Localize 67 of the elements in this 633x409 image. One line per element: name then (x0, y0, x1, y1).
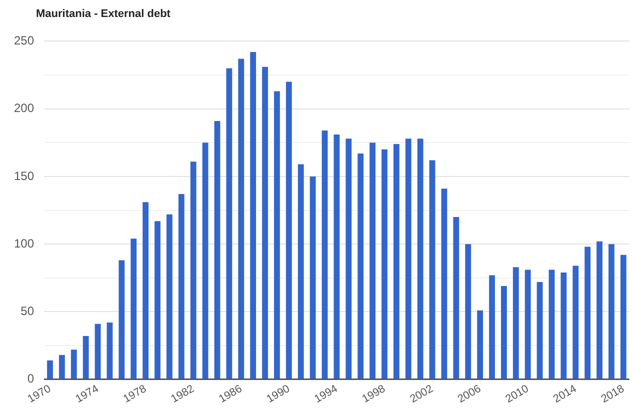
bar (334, 134, 340, 379)
bar (58, 354, 65, 379)
x-tick-label: 1974 (74, 382, 101, 406)
bar (298, 164, 304, 379)
chart-title: Mauritania - External debt (36, 8, 170, 20)
bar (274, 91, 280, 379)
y-tick-label: 100 (14, 236, 34, 250)
bar (178, 194, 184, 379)
bar (536, 282, 543, 379)
bar (214, 121, 220, 379)
y-tick-label: 200 (14, 101, 34, 116)
bar (524, 270, 531, 379)
bar (620, 254, 626, 379)
bar (322, 130, 328, 379)
bar (512, 267, 519, 379)
x-tick-label: 1978 (121, 382, 149, 406)
x-tick-label: 2014 (551, 382, 579, 406)
y-tick-label: 50 (20, 304, 34, 318)
bar (429, 160, 436, 379)
bar (370, 142, 376, 379)
x-tick-label: 2006 (456, 382, 484, 406)
bar (118, 260, 125, 379)
bar (190, 162, 196, 379)
bar (286, 82, 292, 379)
bar (358, 153, 364, 379)
x-tick-label: 2018 (599, 382, 626, 406)
bar (584, 246, 591, 379)
bar (382, 149, 388, 379)
bar (596, 241, 602, 379)
bar (250, 52, 256, 379)
y-tick-label: 150 (14, 168, 34, 183)
bar (465, 244, 472, 379)
x-tick-label: 2010 (504, 382, 531, 406)
bar (417, 138, 424, 379)
x-tick-label: 1998 (360, 382, 388, 406)
bar (106, 322, 113, 379)
bar (560, 272, 567, 379)
x-tick-label: 1990 (264, 382, 292, 406)
bar (500, 286, 507, 379)
bar (82, 336, 89, 379)
bar (405, 138, 412, 379)
x-tick-label: 2002 (408, 382, 436, 406)
x-tick-label: 1994 (312, 382, 340, 406)
bar (154, 221, 160, 379)
bar (608, 244, 614, 379)
bar (166, 214, 172, 379)
bar (130, 238, 137, 379)
bar (47, 360, 53, 379)
bar (477, 310, 484, 379)
bar (142, 202, 149, 379)
bar (202, 142, 208, 379)
bar (94, 324, 101, 379)
bar (310, 176, 316, 379)
bar (489, 275, 495, 379)
bar (393, 144, 400, 379)
bar (441, 188, 448, 379)
bar (226, 68, 232, 379)
bar (346, 138, 352, 379)
bar (548, 270, 555, 379)
x-tick-label: 1982 (169, 382, 196, 406)
bar (70, 350, 77, 379)
bar (572, 266, 579, 379)
x-tick-label: 1986 (216, 382, 244, 406)
bar (262, 66, 268, 379)
bar (453, 217, 460, 379)
bar (238, 58, 244, 379)
y-tick-label: 250 (14, 34, 34, 48)
